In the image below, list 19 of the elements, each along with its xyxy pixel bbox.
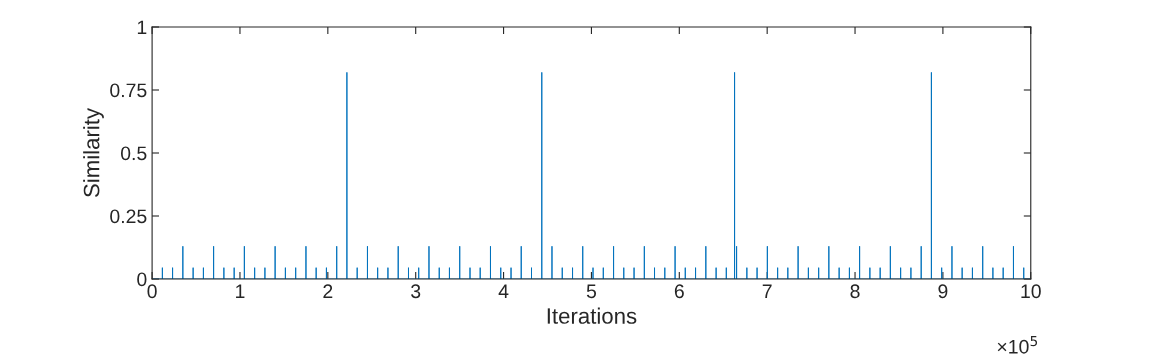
x-tick-label: 0 [147, 284, 157, 299]
y-tick-label: 0.25 [110, 209, 147, 224]
y-tick-label: 0.75 [110, 83, 147, 98]
y-tick-label: 0.5 [120, 146, 147, 161]
y-tick-label: 1 [137, 20, 147, 35]
x-tick-label: 4 [498, 284, 509, 298]
x-tick-label: 7 [762, 284, 772, 298]
x-tick-label: 9 [938, 284, 948, 299]
y-tick-label: 0 [137, 272, 147, 287]
x-tick-label: 3 [411, 284, 421, 299]
x-tick-label: 10 [1021, 284, 1041, 299]
x-tick-label: 6 [674, 284, 684, 299]
x-tick-label: 8 [850, 284, 860, 299]
x-tick-label: 5 [586, 284, 597, 299]
text: ×10$^{5}$ [997, 336, 1038, 354]
y-axis-title: Similarity [83, 107, 104, 198]
x-axis-title: Iterations [547, 307, 637, 324]
x-tick-label: 2 [323, 284, 333, 298]
x-tick-label: 1 [236, 284, 245, 298]
